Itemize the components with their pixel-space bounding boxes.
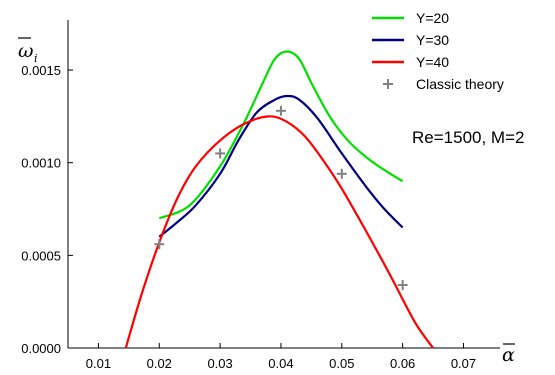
legend-item-classic-theory: Classic theory (383, 76, 504, 92)
legend-item-y-20: Y=20 (372, 10, 449, 26)
axes (67, 20, 500, 349)
x-tick-label: 0.02 (147, 356, 172, 371)
x-tick-label: 0.07 (451, 356, 476, 371)
x-axis-symbol: α (502, 344, 515, 366)
y-tick-label: 0.0015 (21, 63, 61, 78)
legend-label: Y=40 (416, 54, 449, 70)
y-axis-subscript: i (34, 52, 38, 65)
annotation-text: Re=1500, M=2 (412, 128, 524, 147)
y-tick-label: 0.0005 (21, 248, 61, 263)
x-tick-label: 0.03 (207, 356, 232, 371)
data-point (215, 148, 226, 159)
data-point (275, 105, 286, 116)
x-ticks: 0.01 0.02 0.03 0.04 0.05 0.06 0.07 (86, 343, 476, 371)
y-axis-symbol: ω (18, 40, 34, 62)
series-line-y-20 (158, 50, 404, 220)
legend-item-y-40: Y=40 (372, 54, 449, 70)
legend-item-y-30: Y=30 (372, 32, 449, 48)
x-tick-label: 0.05 (329, 356, 354, 371)
legend-label: Y=30 (416, 32, 449, 48)
x-tick-label: 0.01 (86, 356, 111, 371)
y-ticks: 0.0000 0.0005 0.0010 0.0015 (21, 63, 73, 356)
data-point (154, 239, 165, 250)
data-point (397, 279, 408, 290)
y-tick-label: 0.0010 (21, 156, 61, 171)
y-tick-label: 0.0000 (21, 341, 61, 356)
legend-label: Classic theory (416, 76, 504, 92)
series-line-y-30 (158, 94, 404, 238)
x-tick-label: 0.06 (390, 356, 415, 371)
legend-marker (383, 79, 393, 89)
series-classic-theory-points (154, 105, 408, 290)
data-point (336, 168, 347, 179)
y-axis-label: ω i (18, 37, 38, 65)
legend: Y=20 Y=30 Y=40 Classic theory (372, 10, 504, 92)
plot-area (124, 50, 434, 349)
x-axis-label: α (502, 343, 515, 366)
x-tick-label: 0.04 (268, 356, 293, 371)
series-line-y-40 (124, 115, 434, 349)
legend-label: Y=20 (416, 10, 449, 26)
